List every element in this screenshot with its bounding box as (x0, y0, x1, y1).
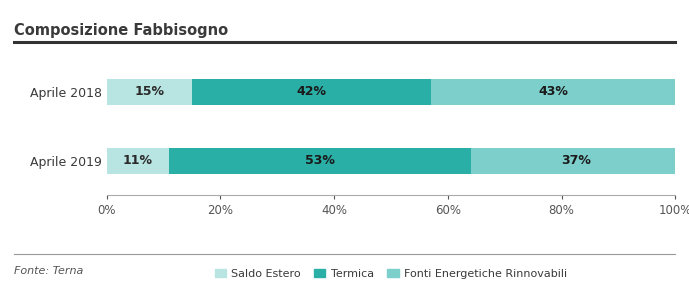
Bar (431, 79, 675, 105)
Text: Composizione Fabbisogno: Composizione Fabbisogno (14, 23, 228, 38)
Text: 42%: 42% (296, 85, 327, 98)
Text: 53%: 53% (305, 154, 335, 167)
Text: 43%: 43% (538, 85, 568, 98)
Text: 11%: 11% (123, 154, 153, 167)
Text: Fonte: Terna: Fonte: Terna (14, 266, 83, 276)
Bar (107, 79, 192, 105)
Legend: Saldo Estero, Termica, Fonti Energetiche Rinnovabili: Saldo Estero, Termica, Fonti Energetiche… (210, 264, 572, 283)
Text: 15%: 15% (134, 85, 165, 98)
Bar (192, 79, 431, 105)
Bar (471, 148, 681, 174)
Text: 37%: 37% (561, 154, 590, 167)
Bar (169, 148, 471, 174)
Bar (107, 148, 169, 174)
